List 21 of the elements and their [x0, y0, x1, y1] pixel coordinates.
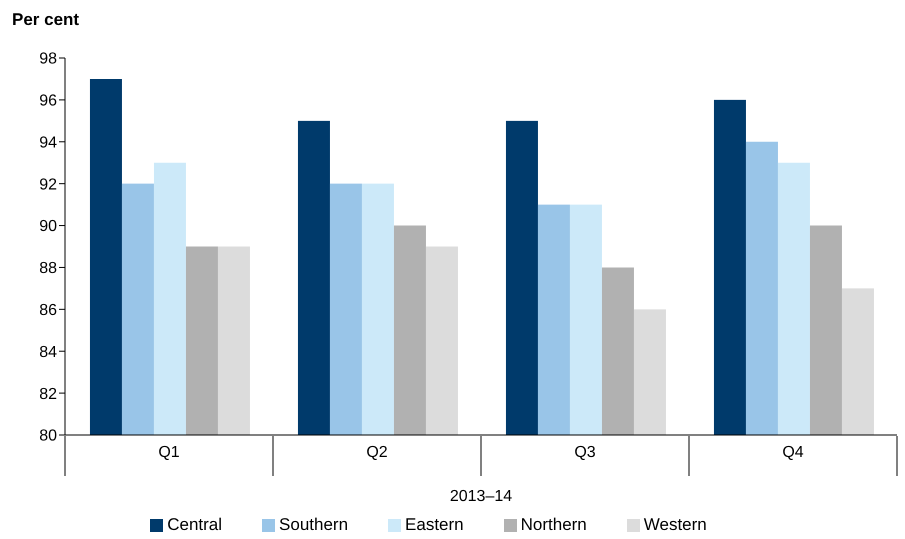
legend-label: Central	[167, 515, 222, 534]
y-tick-label: 92	[39, 176, 58, 194]
y-tick-label: 94	[39, 134, 58, 152]
legend-label: Western	[644, 515, 707, 534]
legend-label: Northern	[520, 515, 587, 534]
y-axis-title: Per cent	[12, 10, 80, 30]
x-tick-label: Q3	[574, 444, 596, 461]
x-tick-label: Q1	[158, 444, 180, 461]
x-tick-label: Q4	[782, 444, 804, 461]
y-tick-label: 86	[39, 302, 58, 320]
y-tick-label: 84	[39, 344, 58, 361]
y-tick-label: 96	[39, 92, 58, 110]
y-tick-label: 88	[39, 260, 58, 278]
x-tick-label: Q2	[366, 444, 388, 461]
x-axis-title: 2013–14	[450, 488, 512, 505]
y-tick-label: 82	[39, 386, 58, 403]
y-tick-label: 90	[39, 218, 58, 236]
legend-label: Southern	[279, 515, 348, 534]
legend-label: Eastern	[405, 515, 464, 534]
y-tick-label: 98	[39, 50, 58, 68]
y-tick-label: 80	[39, 428, 58, 445]
